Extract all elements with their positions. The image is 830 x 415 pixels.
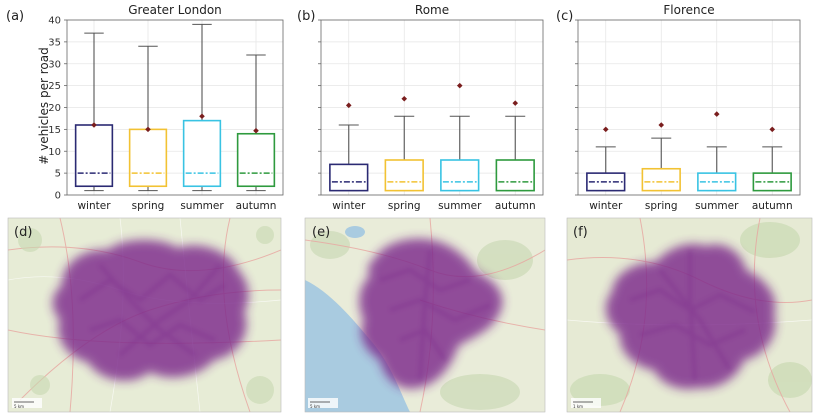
box-a-summer — [182, 23, 222, 192]
box-body — [495, 159, 535, 192]
chart-panel-a: (a) Greater London # vehicles per road 0… — [6, 3, 284, 212]
box-b-summer — [440, 82, 480, 192]
scale-text-e: 5 km — [310, 404, 320, 409]
box-c-summer — [697, 111, 737, 192]
xtick-label-c-spring: spring — [645, 200, 678, 212]
outlier-marker — [345, 102, 352, 109]
box-a-winter — [74, 32, 114, 192]
box-c-spring — [641, 122, 681, 192]
box-body — [384, 159, 424, 192]
chart-title-a: Greater London — [128, 3, 222, 17]
xtick-label-c-winter: winter — [589, 200, 623, 212]
ytick-label-a-1: 5 — [55, 169, 61, 180]
ytick-label-a-6: 30 — [48, 59, 61, 70]
xtick-label-b-spring: spring — [388, 200, 421, 212]
ytick-label-a-7: 35 — [48, 37, 61, 48]
xtick-label-b-summer: summer — [438, 200, 482, 212]
ytick-label-a-8: 40 — [48, 16, 61, 27]
box-a-autumn — [236, 54, 276, 192]
ytick-label-a-5: 25 — [48, 81, 61, 92]
ytick-label-a-4: 20 — [48, 103, 61, 114]
box-body — [128, 128, 168, 188]
scale-bar-d: 5 km — [12, 398, 42, 409]
box-a-spring — [128, 45, 168, 192]
xtick-label-a-summer: summer — [180, 200, 224, 212]
panel-label-a: (a) — [6, 9, 24, 24]
chart-title-b: Rome — [415, 3, 449, 17]
ytick-label-a-2: 10 — [48, 147, 61, 158]
y-axis-label: # vehicles per road — [37, 47, 51, 164]
plot-area-b: winter spring summer autumn — [318, 19, 544, 212]
sea-rome — [305, 280, 410, 412]
xtick-label-b-autumn: autumn — [495, 200, 536, 212]
xtick-label-a-winter: winter — [77, 200, 111, 212]
heatmap-london — [52, 239, 249, 381]
outlier-marker — [512, 100, 519, 106]
chart-panel-b: (b) Rome winter spring summer autumn — [297, 3, 544, 212]
box-body — [182, 119, 222, 188]
chart-panel-c: (c) Florence winter spring summer autumn — [556, 3, 801, 212]
xtick-label-b-winter: winter — [332, 200, 366, 212]
box-c-winter — [586, 126, 626, 192]
scale-bar-f: 1 km — [571, 398, 601, 409]
xtick-label-c-autumn: autumn — [752, 200, 793, 212]
outlier-marker — [91, 122, 97, 128]
xtick-label-a-spring: spring — [132, 200, 165, 212]
outlier-marker — [456, 82, 463, 89]
map-panel-d: (d) 5 km — [7, 217, 282, 413]
box-body — [236, 132, 276, 188]
ytick-label-a-3: 15 — [48, 125, 61, 136]
outlier-marker — [658, 122, 665, 128]
outlier-marker — [769, 126, 776, 133]
box-body — [329, 163, 369, 192]
heatmap-rome — [359, 238, 503, 389]
scale-bar-e: 5 km — [308, 398, 338, 409]
box-b-winter — [329, 102, 369, 192]
box-body — [440, 159, 480, 192]
box-body — [74, 124, 114, 188]
box-b-autumn — [495, 100, 535, 192]
box-body — [641, 167, 681, 192]
box-c-autumn — [752, 126, 792, 192]
xtick-label-a-autumn: autumn — [236, 200, 277, 212]
panel-label-f: (f) — [573, 225, 588, 240]
scale-text-f: 1 km — [573, 404, 583, 409]
box-b-spring — [384, 95, 424, 192]
panel-label-c: (c) — [556, 9, 573, 24]
outlier-marker — [401, 95, 408, 102]
outlier-marker — [253, 127, 259, 134]
panel-label-d: (d) — [14, 225, 32, 240]
map-panel-f: (f) 1 km — [566, 217, 813, 413]
outlier-marker — [145, 126, 151, 133]
plot-area-c: winter spring summer autumn — [575, 19, 801, 212]
xtick-label-c-summer: summer — [695, 200, 739, 212]
scale-text-d: 5 km — [14, 404, 24, 409]
heatmap-florence — [605, 243, 776, 390]
outlier-marker — [713, 111, 720, 117]
panel-label-b: (b) — [297, 9, 315, 24]
plot-area-a: 0 5 10 15 20 25 30 35 40 winter spring summer autumn — [48, 16, 284, 212]
outlier-marker — [602, 126, 609, 133]
ytick-label-a-0: 0 — [55, 191, 61, 202]
outlier-marker — [199, 113, 205, 120]
map-panel-e: (e) 5 km — [304, 217, 546, 413]
chart-title-c: Florence — [663, 3, 714, 17]
panel-label-e: (e) — [312, 225, 330, 240]
